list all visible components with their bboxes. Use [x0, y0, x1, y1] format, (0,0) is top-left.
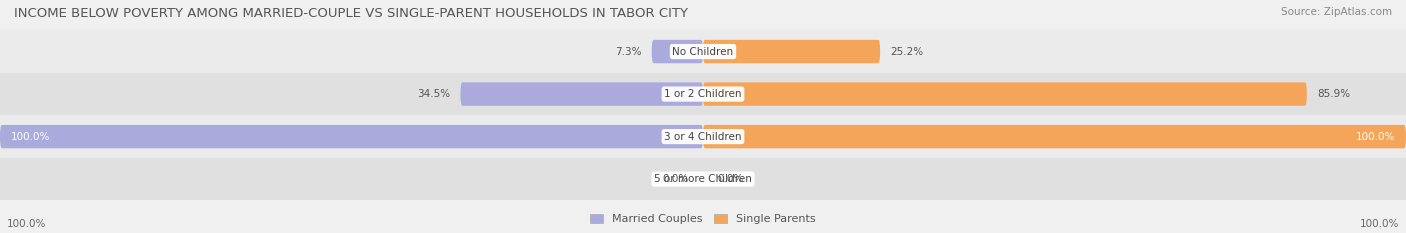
- Text: 100.0%: 100.0%: [7, 219, 46, 229]
- FancyBboxPatch shape: [461, 82, 703, 106]
- Text: 7.3%: 7.3%: [614, 47, 641, 57]
- Text: INCOME BELOW POVERTY AMONG MARRIED-COUPLE VS SINGLE-PARENT HOUSEHOLDS IN TABOR C: INCOME BELOW POVERTY AMONG MARRIED-COUPL…: [14, 7, 688, 20]
- Bar: [0, 73, 1406, 115]
- Text: 0.0%: 0.0%: [662, 174, 689, 184]
- FancyBboxPatch shape: [703, 40, 880, 63]
- Text: 34.5%: 34.5%: [416, 89, 450, 99]
- Text: 100.0%: 100.0%: [10, 132, 51, 142]
- FancyBboxPatch shape: [652, 40, 703, 63]
- Text: 100.0%: 100.0%: [1360, 219, 1399, 229]
- Bar: [0, 30, 1406, 73]
- Text: No Children: No Children: [672, 47, 734, 57]
- Text: 85.9%: 85.9%: [1317, 89, 1351, 99]
- Bar: [0, 158, 1406, 200]
- Text: 25.2%: 25.2%: [891, 47, 924, 57]
- Text: 3 or 4 Children: 3 or 4 Children: [664, 132, 742, 142]
- Text: 0.0%: 0.0%: [717, 174, 744, 184]
- FancyBboxPatch shape: [0, 125, 703, 148]
- FancyBboxPatch shape: [703, 125, 1406, 148]
- Bar: [0, 115, 1406, 158]
- Text: 1 or 2 Children: 1 or 2 Children: [664, 89, 742, 99]
- Legend: Married Couples, Single Parents: Married Couples, Single Parents: [586, 210, 820, 227]
- Text: Source: ZipAtlas.com: Source: ZipAtlas.com: [1281, 7, 1392, 17]
- FancyBboxPatch shape: [703, 82, 1308, 106]
- Text: 5 or more Children: 5 or more Children: [654, 174, 752, 184]
- Text: 100.0%: 100.0%: [1355, 132, 1395, 142]
